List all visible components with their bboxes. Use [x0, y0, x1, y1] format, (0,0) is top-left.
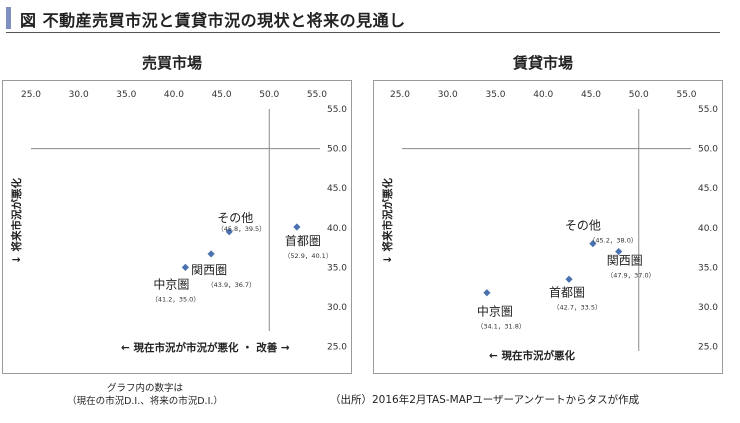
x-tick-label: 50.0: [629, 90, 649, 100]
data-point-marker: [293, 223, 301, 231]
data-point-name: 中京圏: [153, 276, 189, 291]
data-point-marker: [565, 275, 573, 283]
rental-market-plot: 25.0 30.0 35.0 40.0 45.0 50.0 55.055.0 50.0 45.0…: [381, 90, 718, 362]
y-tick-label: 50.0: [327, 145, 347, 155]
y-tick-label: 55.0: [327, 105, 347, 115]
data-note: グラフ内の数字は （現在の市況D.I.、将来の市況D.I.）: [20, 382, 270, 408]
y-tick-label: 35.0: [327, 263, 347, 273]
title-accent-bar: [6, 7, 11, 29]
x-tick-label: 35.0: [485, 90, 505, 100]
x-tick-label: 30.0: [69, 90, 89, 100]
y-tick-label: 25.0: [327, 343, 347, 353]
data-point-value-label: （52.9，40.1）: [284, 252, 332, 260]
x-axis-label: ← 現在市況が市況が悪化 ・ 改善 →: [121, 341, 290, 354]
data-point-value-label: （42.7，33.5）: [553, 303, 601, 311]
y-axis-label: ↓ 将来市況が悪化: [381, 178, 394, 264]
data-point-value-label: （45.2，38.0）: [589, 237, 637, 245]
data-point-value-label: （41.2，35.0）: [151, 295, 199, 303]
sales-market-plot: 25.0 30.0 35.0 40.0 45.0 50.0 55.055.0 50.0 45.0…: [10, 90, 347, 354]
rental-market-title: 賃貸市場: [512, 54, 573, 72]
x-tick-label: 25.0: [21, 90, 41, 100]
y-tick-label: 50.0: [698, 145, 718, 155]
y-tick-label: 55.0: [698, 105, 718, 115]
x-axis-label: ← 現在市況が悪化: [489, 349, 575, 362]
sales-market-title: 売買市場: [141, 54, 202, 72]
x-tick-label: 35.0: [116, 90, 136, 100]
data-point-value-label: （43.9，36.7）: [207, 281, 255, 289]
y-tick-label: 40.0: [327, 224, 347, 234]
data-point-name: 関西圏: [191, 263, 227, 277]
x-tick-label: 40.0: [533, 90, 553, 100]
y-tick-label: 45.0: [327, 184, 347, 194]
sales-market-chart: 25.0 30.0 35.0 40.0 45.0 50.0 55.0 55.0 50.0 45.0…: [2, 80, 352, 374]
x-tick-label: 25.0: [390, 90, 410, 100]
data-point-name: 関西圏: [607, 254, 643, 268]
data-point-marker: [225, 228, 233, 236]
data-point-value-label: （45.8，39.5）: [217, 225, 265, 233]
x-tick-label: 55.0: [307, 90, 327, 100]
x-tick-label: 50.0: [259, 90, 279, 100]
x-tick-label: 55.0: [676, 90, 696, 100]
rental-market-chart: 25.0 30.0 35.0 40.0 45.0 50.0 55.0 55.0 50.0 45.0…: [373, 80, 723, 374]
x-tick-label: 45.0: [212, 90, 232, 100]
data-point-value-label: （34.1，31.8）: [477, 323, 525, 331]
x-tick-label: 30.0: [438, 90, 458, 100]
data-point-name: その他: [565, 219, 601, 233]
data-point-marker: [615, 247, 623, 256]
y-tick-label: 45.0: [698, 184, 718, 194]
y-axis-label: ↓ 将来市況が悪化: [10, 178, 23, 264]
data-point-marker: [181, 263, 189, 271]
y-tick-label: 40.0: [698, 224, 718, 234]
data-note-line1: グラフ内の数字は: [106, 383, 183, 394]
figure-title-bar: 図 不動産売買市況と賃貸市況の現状と将来の見通し: [6, 6, 720, 33]
y-tick-label: 35.0: [698, 263, 718, 273]
source-note: （出所）2016年2月TAS-MAPユーザーアンケートからタスが作成: [330, 394, 640, 406]
data-point-name: 中京圏: [477, 304, 513, 319]
x-tick-label: 40.0: [164, 90, 184, 100]
data-point-name: 首都圏: [285, 234, 321, 248]
x-tick-label: 45.0: [581, 90, 601, 100]
y-tick-label: 30.0: [327, 303, 347, 313]
y-tick-label: 30.0: [698, 303, 718, 313]
data-point-marker: [483, 289, 491, 297]
data-note-line2: （現在の市況D.I.、将来の市況D.I.）: [67, 396, 223, 407]
y-tick-label: 25.0: [698, 343, 718, 353]
data-point-value-label: （47.9，37.0）: [607, 272, 655, 280]
data-point-marker: [207, 250, 215, 258]
data-point-name: その他: [217, 211, 253, 225]
figure-title: 図 不動産売買市況と賃貸市況の現状と将来の見通し: [20, 11, 406, 30]
data-point-name: 首都圏: [549, 285, 585, 299]
